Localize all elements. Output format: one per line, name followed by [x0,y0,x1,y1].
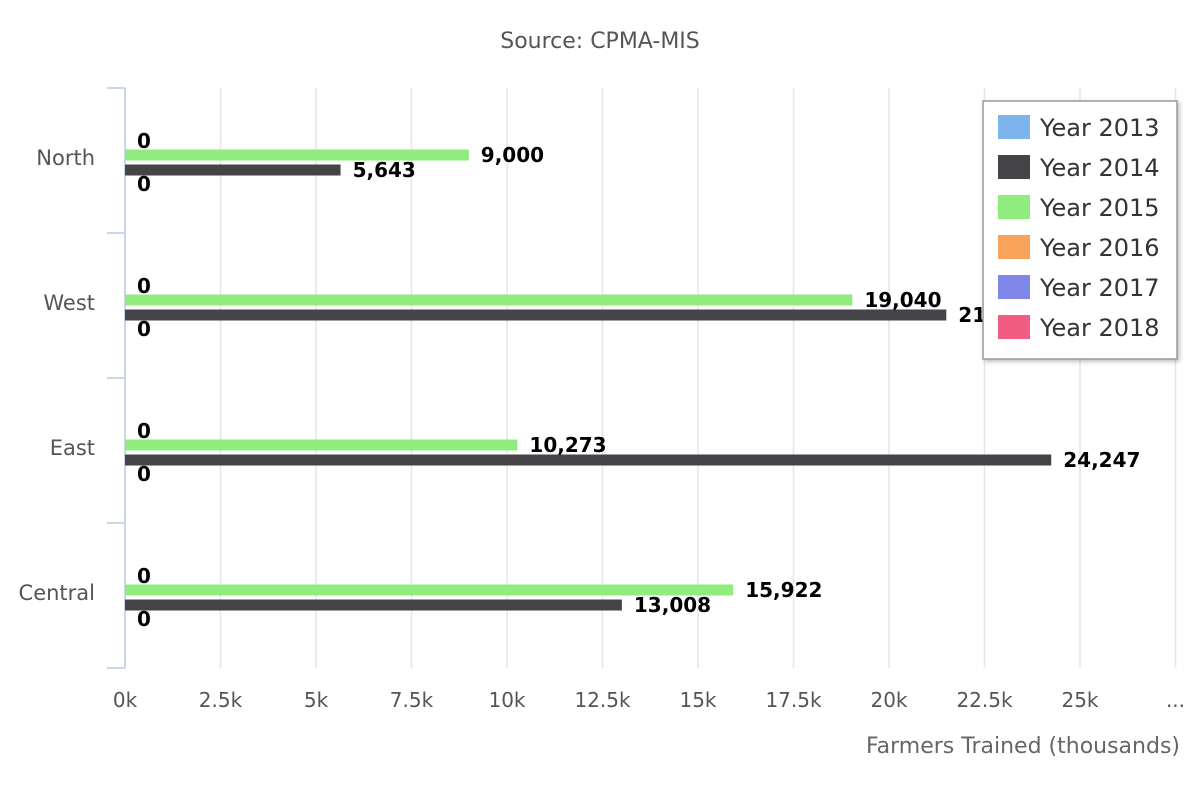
data-label: 24,247 [1063,448,1140,472]
x-tick-labels: 0k 2.5k 5k 7.5k 10k 12.5k 15k 17.5k 20k 22.5k 25k.… [113,688,1185,712]
x-tick-label: 5k [304,688,329,712]
bar[interactable] [125,584,734,596]
data-label: 0 [137,317,151,341]
bar-series [125,149,1052,611]
legend-item-label[interactable]: Year 2015 [1039,194,1160,222]
data-label: 13,008 [634,593,711,617]
data-label: 15,922 [745,578,822,602]
category-label: East [50,436,95,460]
data-label: 9,000 [481,143,544,167]
legend-swatch[interactable] [998,275,1030,299]
x-tick-label: 17.5k [765,688,822,712]
data-label: 0 [137,274,151,298]
bar[interactable] [125,599,622,611]
legend-swatch[interactable] [998,195,1030,219]
legend-item-label[interactable]: Year 2018 [1039,314,1160,342]
category-label: North [36,146,95,170]
bar[interactable] [125,454,1052,466]
legend-swatch[interactable] [998,115,1030,139]
category-label: West [43,291,95,315]
data-label: 0 [137,129,151,153]
x-tick-label: 7.5k [390,688,434,712]
legend-swatch[interactable] [998,315,1030,339]
bar[interactable] [125,164,341,176]
category-label: Central [19,581,95,605]
data-label: 0 [137,419,151,443]
x-tick-label: 22.5k [956,688,1013,712]
x-tick-label: 15k [679,688,716,712]
category-axis [107,87,126,669]
data-label: 10,273 [529,433,606,457]
bar[interactable] [125,439,518,451]
x-tick-label: 25k [1061,688,1098,712]
x-axis-title: Farmers Trained (thousands) [866,734,1180,759]
data-label: 21 [958,303,986,327]
data-label: 0 [137,564,151,588]
data-label: 0 [137,607,151,631]
legend-swatch[interactable] [998,235,1030,259]
data-label: 5,643 [353,158,416,182]
data-label: 19,040 [864,288,941,312]
bar[interactable] [125,294,853,306]
bar[interactable] [125,149,469,161]
legend-swatch[interactable] [998,155,1030,179]
x-tick-label: 20k [870,688,907,712]
chart-subtitle: Source: CPMA-MIS [500,29,700,54]
legend-item-label[interactable]: Year 2013 [1039,114,1160,142]
data-label: 0 [137,172,151,196]
x-tick-label: ... [1166,688,1185,712]
legend: Year 2013 Year 2014 Year 2015 Year 2016 Year… [982,100,1178,360]
data-labels: 0 9,000 5,643 0 0 19,040 21 0 0 10,273 24,247 0 0 15,… [137,129,1140,631]
category-labels: North West East Central [19,146,95,605]
x-tick-label: 10k [488,688,525,712]
x-tick-label: 0k [113,688,138,712]
x-tick-label: 2.5k [199,688,243,712]
legend-item-label[interactable]: Year 2014 [1039,154,1160,182]
legend-item-label[interactable]: Year 2016 [1039,234,1160,262]
data-label: 0 [137,462,151,486]
bar[interactable] [125,309,947,321]
x-tick-label: 12.5k [574,688,631,712]
legend-item-label[interactable]: Year 2017 [1039,274,1160,302]
